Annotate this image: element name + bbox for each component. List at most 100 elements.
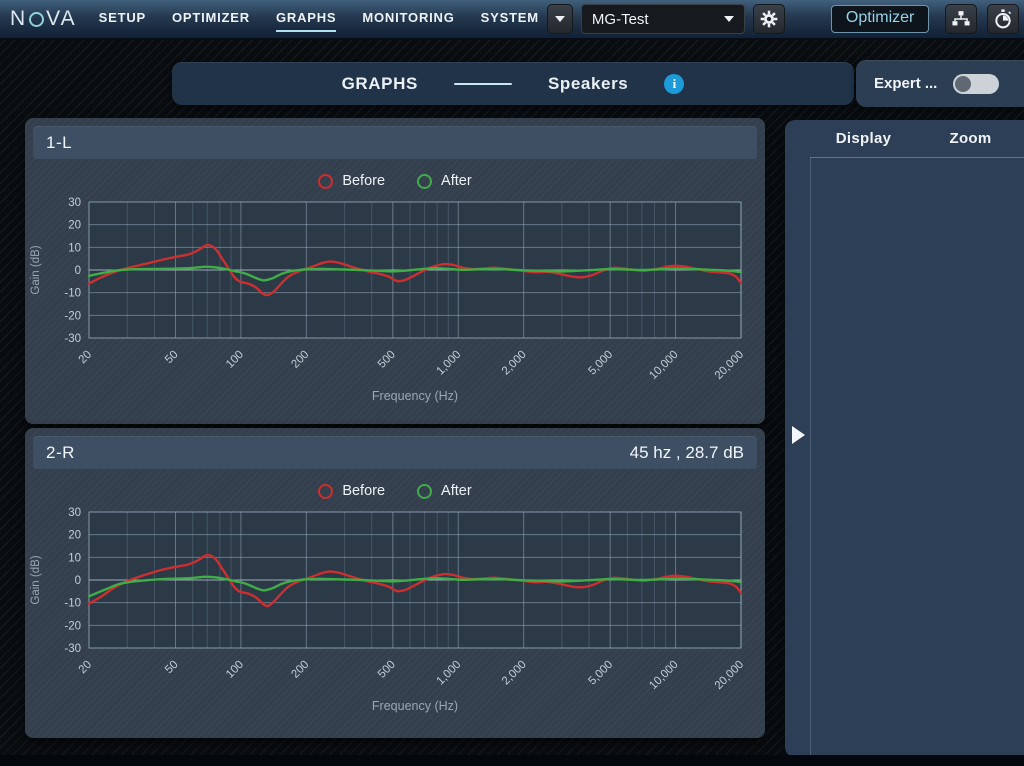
sidebar-tab-display[interactable]: Display xyxy=(835,130,892,147)
timer-button[interactable] xyxy=(987,4,1020,34)
svg-text:200: 200 xyxy=(289,659,311,681)
sidebar-divider xyxy=(810,158,811,757)
svg-text:10: 10 xyxy=(68,242,81,254)
svg-text:1,000: 1,000 xyxy=(435,659,464,688)
svg-text:20: 20 xyxy=(68,220,81,232)
frequency-response-chart[interactable]: 30 20 10 0 -10 -20 -30 20 50 100 200 500 1,000 2,000 5… xyxy=(25,194,765,408)
svg-text:5,000: 5,000 xyxy=(586,659,615,688)
settings-button[interactable] xyxy=(752,4,785,34)
top-bar: N VA SETUP OPTIMIZER GRAPHS MONITORING SYSTE… xyxy=(0,0,1024,40)
preset-select-value: MG-Test xyxy=(591,10,649,28)
legend-label: After xyxy=(441,483,472,499)
legend-after-circle-icon xyxy=(417,483,433,499)
svg-text:Gain (dB): Gain (dB) xyxy=(30,245,42,294)
toggle-knob xyxy=(955,75,972,92)
preset-select[interactable]: MG-Test xyxy=(580,4,745,34)
panel-title: 1-L xyxy=(46,132,73,152)
graph-panel-1-L: 1-L Before After 30 20 10 0 -10 -20 -30 20 50 100 200… xyxy=(25,118,765,424)
chart-legend: Before After xyxy=(25,480,765,502)
svg-text:-10: -10 xyxy=(64,598,81,610)
main-nav: SETUP OPTIMIZER GRAPHS MONITORING SYSTEM xyxy=(99,6,539,32)
sidebar-collapse-arrow[interactable] xyxy=(792,426,805,444)
svg-text:20: 20 xyxy=(77,659,95,677)
gear-icon xyxy=(760,10,778,28)
svg-text:-10: -10 xyxy=(64,288,81,300)
chevron-down-icon xyxy=(723,16,734,22)
legend-item-before[interactable]: Before xyxy=(318,173,385,189)
svg-text:20,000: 20,000 xyxy=(713,349,746,382)
svg-text:10,000: 10,000 xyxy=(647,349,680,382)
frequency-response-chart[interactable]: 30 20 10 0 -10 -20 -30 20 50 100 200 500 1,000 2,000 5… xyxy=(25,504,765,718)
legend-before-circle-icon xyxy=(318,173,334,189)
svg-text:20: 20 xyxy=(68,530,81,542)
preset-list-button[interactable] xyxy=(546,4,573,34)
svg-text:100: 100 xyxy=(224,659,246,681)
expert-mode-control: Expert ... xyxy=(856,60,1024,107)
optimizer-button[interactable]: Optimizer xyxy=(830,5,930,33)
logo-text-prefix: N xyxy=(10,7,28,30)
expert-mode-toggle[interactable] xyxy=(953,73,1000,94)
svg-text:Frequency (Hz): Frequency (Hz) xyxy=(372,389,458,403)
svg-text:Gain (dB): Gain (dB) xyxy=(30,555,42,604)
chart-legend: Before After xyxy=(25,170,765,192)
legend-item-before[interactable]: Before xyxy=(318,483,385,499)
svg-text:-20: -20 xyxy=(64,620,81,632)
svg-text:-20: -20 xyxy=(64,310,81,322)
svg-text:10: 10 xyxy=(68,552,81,564)
svg-text:500: 500 xyxy=(376,659,398,681)
panel-header: 1-L xyxy=(33,126,757,159)
legend-before-circle-icon xyxy=(318,483,334,499)
nova-logo: N VA xyxy=(10,7,77,31)
nav-item-graphs[interactable]: GRAPHS xyxy=(275,6,337,32)
svg-text:50: 50 xyxy=(163,659,181,677)
right-sidebar: Display Zoom xyxy=(785,120,1024,757)
svg-text:-30: -30 xyxy=(64,643,81,655)
stopwatch-icon xyxy=(995,9,1012,29)
legend-label: Before xyxy=(342,483,386,499)
sidebar-tabs: Display Zoom xyxy=(810,120,1024,158)
content-area: GRAPHS Speakers i Expert ... 1-L Before Af… xyxy=(0,40,1024,766)
svg-text:20: 20 xyxy=(77,349,95,367)
bottom-strip xyxy=(0,755,1024,766)
svg-text:2,000: 2,000 xyxy=(500,659,529,688)
info-icon[interactable]: i xyxy=(664,73,685,94)
section-title: GRAPHS xyxy=(341,73,418,93)
sidebar-tab-zoom[interactable]: Zoom xyxy=(949,130,992,147)
svg-text:0: 0 xyxy=(75,265,81,277)
topbar-icon-group xyxy=(945,4,1024,34)
svg-text:30: 30 xyxy=(68,507,81,519)
svg-text:50: 50 xyxy=(163,349,181,367)
legend-after-circle-icon xyxy=(417,173,433,189)
panel-header: 2-R 45 hz , 28.7 dB xyxy=(33,436,757,469)
graph-panel-2-R: 2-R 45 hz , 28.7 dB Before After 30 20 10 0 -10-… xyxy=(25,428,765,738)
subsection-title: Speakers xyxy=(547,73,629,93)
svg-text:500: 500 xyxy=(376,349,398,371)
page-header: GRAPHS Speakers i xyxy=(172,62,854,105)
svg-text:1,000: 1,000 xyxy=(435,349,464,378)
nav-item-setup[interactable]: SETUP xyxy=(98,10,146,25)
logo-o-icon xyxy=(29,11,45,27)
svg-text:20,000: 20,000 xyxy=(713,659,746,692)
topbar-controls: MG-Test Optimizer xyxy=(546,4,1024,34)
network-view-button[interactable] xyxy=(945,4,978,34)
svg-text:Frequency (Hz): Frequency (Hz) xyxy=(372,699,458,713)
logo-text-suffix: VA xyxy=(46,7,77,30)
cursor-readout: 45 hz , 28.7 dB xyxy=(629,442,744,462)
legend-item-after[interactable]: After xyxy=(417,173,472,189)
nav-item-optimizer[interactable]: OPTIMIZER xyxy=(171,10,250,25)
network-hierarchy-icon xyxy=(952,11,970,26)
legend-label: Before xyxy=(342,173,386,189)
nav-item-system[interactable]: SYSTEM xyxy=(480,10,539,25)
svg-text:-30: -30 xyxy=(64,333,81,345)
title-divider xyxy=(453,82,512,85)
nav-item-monitoring[interactable]: MONITORING xyxy=(362,10,455,25)
expert-mode-label: Expert ... xyxy=(874,75,938,92)
svg-text:5,000: 5,000 xyxy=(586,349,615,378)
svg-text:200: 200 xyxy=(289,349,311,371)
svg-text:2,000: 2,000 xyxy=(500,349,529,378)
panel-title: 2-R xyxy=(46,442,75,462)
svg-text:0: 0 xyxy=(75,575,81,587)
legend-item-after[interactable]: After xyxy=(417,483,472,499)
svg-text:100: 100 xyxy=(224,349,246,371)
